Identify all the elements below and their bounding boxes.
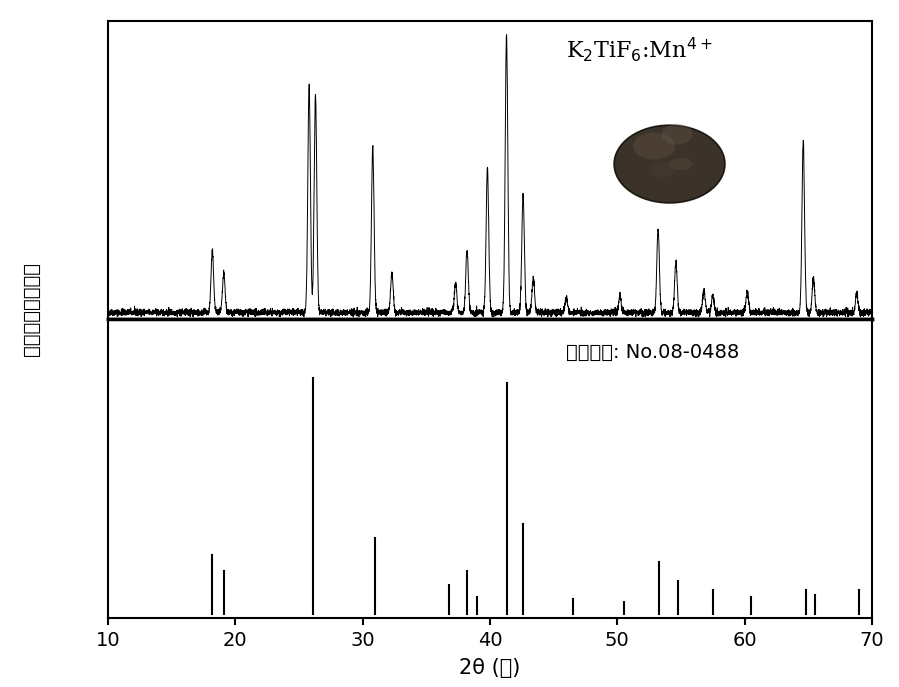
Text: 标准卡片: No.08-0488: 标准卡片: No.08-0488 (566, 344, 740, 362)
Ellipse shape (633, 133, 675, 159)
Ellipse shape (648, 163, 675, 177)
X-axis label: 2θ (度): 2θ (度) (459, 658, 521, 678)
Text: K$_2$TiF$_6$:Mn$^{4+}$: K$_2$TiF$_6$:Mn$^{4+}$ (566, 36, 713, 65)
Ellipse shape (662, 124, 692, 145)
Ellipse shape (670, 158, 692, 170)
Text: 强度（任意单位）: 强度（任意单位） (22, 262, 41, 356)
Ellipse shape (614, 125, 725, 203)
